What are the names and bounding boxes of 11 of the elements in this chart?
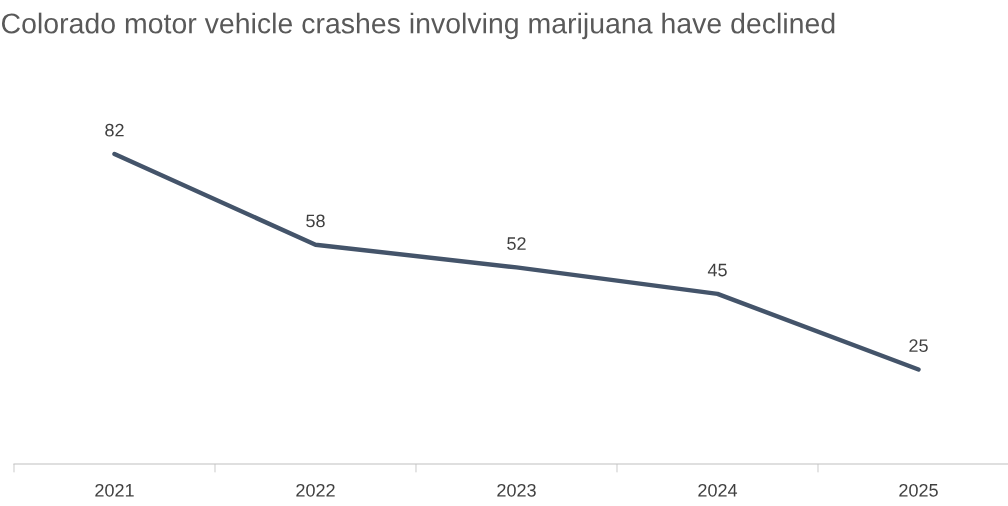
x-tick-label: 2021 bbox=[95, 483, 134, 497]
x-tick-label: 2024 bbox=[698, 483, 738, 497]
data-label: 45 bbox=[707, 263, 727, 277]
x-tick-label: 2022 bbox=[296, 483, 335, 497]
chart-title: Colorado motor vehicle crashes involving marijuana have declined bbox=[1, 12, 835, 40]
x-tick-label: 2025 bbox=[899, 483, 938, 497]
data-label: 82 bbox=[105, 123, 124, 137]
data-label: 25 bbox=[909, 339, 928, 353]
data-label: 58 bbox=[306, 214, 325, 228]
data-label: 52 bbox=[507, 237, 526, 250]
x-tick-label: 2023 bbox=[497, 483, 536, 497]
